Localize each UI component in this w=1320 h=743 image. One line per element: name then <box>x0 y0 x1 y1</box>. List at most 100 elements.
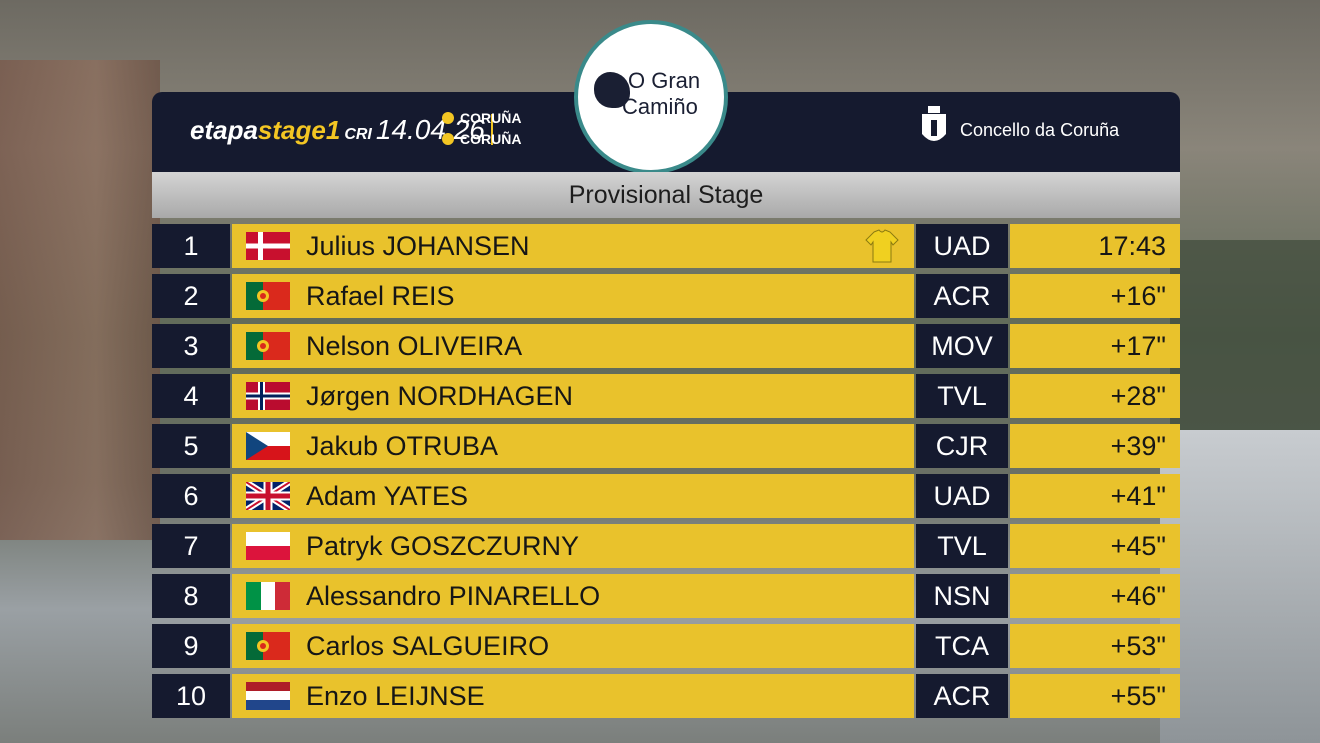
rank: 6 <box>152 474 230 518</box>
background <box>1170 240 1320 440</box>
rank: 7 <box>152 524 230 568</box>
rider-cell: Julius JOHANSEN <box>232 224 914 268</box>
flag <box>246 232 290 260</box>
rank: 1 <box>152 224 230 268</box>
race-logo: O Gran Camiño <box>574 20 728 174</box>
result-row: 4 Jørgen NORDHAGEN TVL +28" <box>152 374 1180 418</box>
time-text: +45" <box>1110 531 1166 561</box>
flag <box>246 632 290 660</box>
rank: 5 <box>152 424 230 468</box>
rider-cell: Nelson OLIVEIRA <box>232 324 914 368</box>
rider-name: Nelson OLIVEIRA <box>306 331 523 361</box>
time: +28" <box>1010 374 1180 418</box>
time: +17" <box>1010 324 1180 368</box>
rider-cell: Rafael REIS <box>232 274 914 318</box>
logo-tree <box>594 72 630 108</box>
route: CORUÑA CORUÑA <box>442 108 521 150</box>
time-text: +16" <box>1110 281 1166 311</box>
logo-line: O Gran <box>628 68 701 93</box>
time-text: +46" <box>1110 581 1166 611</box>
time-text: 17:43 <box>1098 231 1166 261</box>
team: UAD <box>916 474 1008 518</box>
time: +55" <box>1010 674 1180 718</box>
flag <box>246 332 290 360</box>
flag <box>246 682 290 710</box>
team: CJR <box>916 424 1008 468</box>
rider-name: Adam YATES <box>306 481 469 511</box>
subtitle: Provisional Stage <box>152 172 1180 218</box>
sponsor-name: Concello da Coruña <box>960 120 1120 140</box>
rider-cell: Alessandro PINARELLO <box>232 574 914 618</box>
team: MOV <box>916 324 1008 368</box>
rider-name: Carlos SALGUEIRO <box>306 631 550 661</box>
team: UAD <box>916 224 1008 268</box>
stage-number: stage1 <box>257 115 341 145</box>
stage-prefix: etapa <box>190 115 258 145</box>
time: +46" <box>1010 574 1180 618</box>
rank: 3 <box>152 324 230 368</box>
rider-name: Patryk GOSZCZURNY <box>306 531 580 561</box>
finish-town: CORUÑA <box>460 131 522 147</box>
result-row: 8 Alessandro PINARELLO NSN +46" <box>152 574 1180 618</box>
rider-cell: Jørgen NORDHAGEN <box>232 374 914 418</box>
leader-jersey <box>865 229 899 263</box>
time: +41" <box>1010 474 1180 518</box>
result-row: 1 Julius JOHANSEN UAD 17:43 <box>152 224 1180 268</box>
time: +53" <box>1010 624 1180 668</box>
rank: 4 <box>152 374 230 418</box>
route-finish: CORUÑA <box>442 129 521 150</box>
rank: 2 <box>152 274 230 318</box>
rider-name: Enzo LEIJNSE <box>306 681 485 711</box>
rider-cell: Carlos SALGUEIRO <box>232 624 914 668</box>
rider-cell: Enzo LEIJNSE <box>232 674 914 718</box>
rider-cell: Patryk GOSZCZURNY <box>232 524 914 568</box>
flag <box>246 532 290 560</box>
start-town: CORUÑA <box>460 110 522 126</box>
route-start: CORUÑA <box>442 108 521 129</box>
stage-info: etapastage1 CRI 14.04.26 <box>190 114 493 146</box>
time-text: +39" <box>1110 431 1166 461</box>
team: TVL <box>916 374 1008 418</box>
time: +39" <box>1010 424 1180 468</box>
sponsor-shield <box>922 106 946 141</box>
logo-line: Camiño <box>622 94 698 119</box>
result-row: 5 Jakub OTRUBA CJR +39" <box>152 424 1180 468</box>
background <box>0 60 160 540</box>
rank: 10 <box>152 674 230 718</box>
team: ACR <box>916 274 1008 318</box>
result-row: 3 Nelson OLIVEIRA MOV +17" <box>152 324 1180 368</box>
rider-name: Jørgen NORDHAGEN <box>306 381 574 411</box>
flag <box>246 432 290 460</box>
rider-name: Julius JOHANSEN <box>306 231 530 261</box>
rider-name: Jakub OTRUBA <box>306 431 499 461</box>
flag <box>246 382 290 410</box>
stage-type: CRI <box>344 126 372 143</box>
team: NSN <box>916 574 1008 618</box>
flag <box>246 582 290 610</box>
team: TCA <box>916 624 1008 668</box>
rank: 9 <box>152 624 230 668</box>
result-row: 2 Rafael REIS ACR +16" <box>152 274 1180 318</box>
time: +45" <box>1010 524 1180 568</box>
rider-cell: Jakub OTRUBA <box>232 424 914 468</box>
time-text: +53" <box>1110 631 1166 661</box>
background <box>1160 430 1320 743</box>
time-text: +28" <box>1110 381 1166 411</box>
rider-name: Rafael REIS <box>306 281 455 311</box>
flag <box>246 482 290 510</box>
time-text: +55" <box>1110 681 1166 711</box>
team: TVL <box>916 524 1008 568</box>
time: +16" <box>1010 274 1180 318</box>
result-row: 6 Adam YATES UAD +41" <box>152 474 1180 518</box>
time-text: +17" <box>1110 331 1166 361</box>
rider-cell: Adam YATES <box>232 474 914 518</box>
flag <box>246 282 290 310</box>
team: ACR <box>916 674 1008 718</box>
result-row: 10 Enzo LEIJNSE ACR +55" <box>152 674 1180 718</box>
result-row: 7 Patryk GOSZCZURNY TVL +45" <box>152 524 1180 568</box>
stage-date: 14.04.26 <box>375 114 493 145</box>
result-row: 9 Carlos SALGUEIRO TCA +53" <box>152 624 1180 668</box>
time-text: +41" <box>1110 481 1166 511</box>
rider-name: Alessandro PINARELLO <box>306 581 601 611</box>
